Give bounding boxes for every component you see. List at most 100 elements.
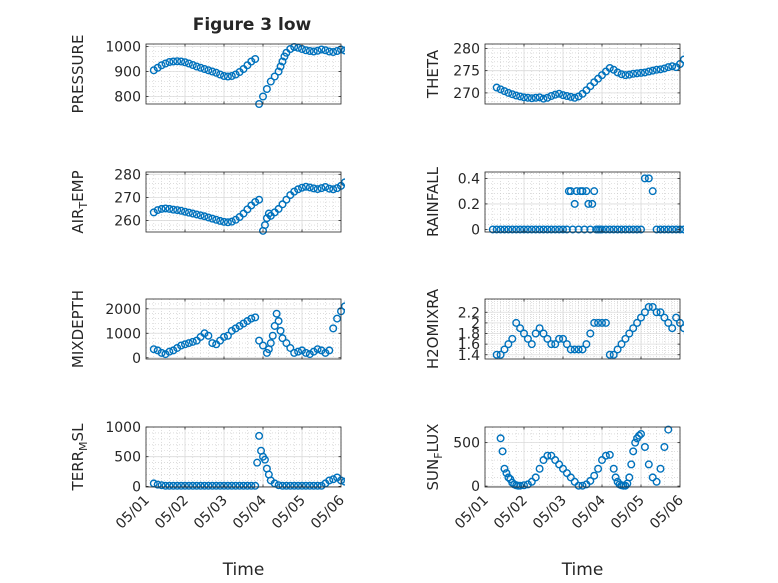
data-point [531, 225, 540, 234]
data-point [635, 431, 644, 440]
data-points [492, 51, 684, 103]
data-points [149, 431, 345, 490]
data-point [500, 225, 509, 234]
panel-1: 800 900 1000 PRESSURE [69, 35, 345, 114]
figure-title: Figure 3 low [193, 15, 312, 35]
data-point [325, 184, 334, 193]
data-point [272, 309, 281, 318]
data-point [177, 341, 186, 350]
data-point [200, 481, 209, 490]
data-point [574, 481, 583, 490]
data-point [551, 90, 560, 99]
data-point [539, 94, 548, 103]
data-point [165, 481, 174, 490]
data-point [640, 443, 649, 452]
data-point [276, 326, 285, 335]
data-point [153, 480, 162, 489]
data-point [260, 455, 269, 464]
data-point [262, 214, 271, 223]
data-point [161, 59, 170, 68]
data-point [633, 69, 642, 78]
data-point [165, 58, 174, 67]
x-axis-label: Time [222, 560, 265, 580]
data-point [340, 477, 345, 486]
data-point [208, 481, 217, 490]
data-point [208, 67, 217, 76]
data-point [177, 206, 186, 215]
data-point [317, 184, 326, 193]
data-point [621, 334, 630, 343]
data-point [664, 318, 673, 327]
data-point [251, 313, 260, 322]
y-tick-label: 275 [453, 64, 480, 80]
data-point [329, 185, 338, 194]
data-point [204, 213, 213, 222]
data-point [531, 473, 540, 482]
data-point [637, 313, 646, 322]
data-point [568, 225, 577, 234]
data-point [235, 481, 244, 490]
y-tick-label: 270 [114, 190, 141, 206]
data-point [547, 451, 556, 460]
data-point [656, 225, 665, 234]
data-point [539, 456, 548, 465]
data-point [559, 334, 568, 343]
data-point [535, 93, 544, 102]
data-point [157, 348, 166, 357]
data-point [255, 336, 264, 345]
data-point [161, 204, 170, 213]
data-point [157, 61, 166, 70]
data-point [574, 225, 583, 234]
data-point [180, 340, 189, 349]
data-point [333, 184, 342, 193]
data-point [637, 68, 646, 77]
data-point [496, 434, 505, 443]
data-point [500, 345, 509, 354]
data-point [169, 57, 178, 66]
axes-background [485, 427, 680, 487]
data-point [161, 481, 170, 490]
data-point [329, 48, 338, 57]
data-point [492, 350, 501, 359]
panel-6: 1.41.61.822.2 H2OMIXRA [424, 288, 684, 369]
y-tick-label: 1.4 [458, 348, 480, 364]
data-point [543, 93, 552, 102]
data-point [498, 447, 507, 456]
y-axis-label: RAINFALL [424, 166, 442, 237]
data-point [266, 77, 275, 86]
data-point [282, 481, 291, 490]
data-point [629, 324, 638, 333]
axes-frame [484, 171, 681, 233]
data-point [543, 225, 552, 234]
y-tick-label: 0 [471, 479, 480, 495]
data-point [535, 324, 544, 333]
data-point [305, 47, 314, 56]
data-point [298, 481, 307, 490]
data-point [504, 88, 513, 97]
data-point [578, 345, 587, 354]
data-point [500, 464, 509, 473]
data-point [180, 207, 189, 216]
data-point [547, 340, 556, 349]
y-tick-label: 900 [114, 65, 141, 81]
data-point [520, 329, 529, 338]
data-point [309, 481, 318, 490]
data-point [543, 451, 552, 460]
data-point [601, 451, 610, 460]
data-point [601, 318, 610, 327]
data-point [180, 481, 189, 490]
data-point [298, 183, 307, 192]
y-axis-label: PRESSURE [69, 35, 87, 114]
data-point [173, 481, 182, 490]
data-point [504, 225, 513, 234]
y-axis-label: AIRTEMP [69, 170, 90, 233]
data-point [282, 195, 291, 204]
data-point [512, 225, 521, 234]
data-point [627, 460, 636, 469]
data-point [523, 93, 532, 102]
x-axis-label: Time [561, 560, 604, 580]
data-point [527, 225, 536, 234]
data-point [520, 481, 529, 490]
data-point [512, 91, 521, 100]
data-point [192, 210, 201, 219]
